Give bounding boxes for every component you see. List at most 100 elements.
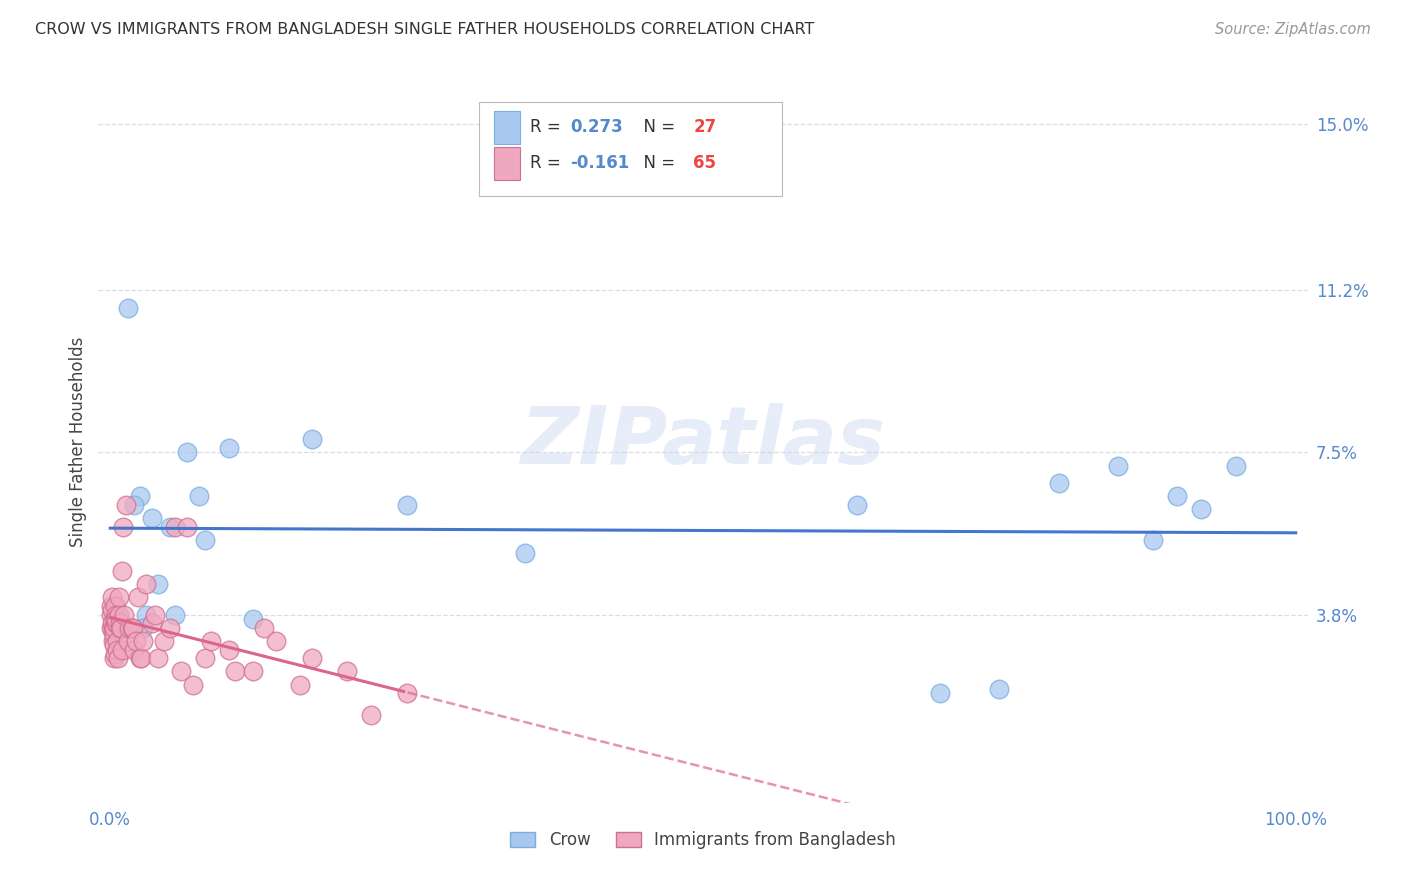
Point	[103, 621, 125, 635]
Point	[1189, 502, 1212, 516]
FancyBboxPatch shape	[494, 111, 520, 144]
Point	[129, 651, 152, 665]
Point	[165, 607, 187, 622]
Point	[253, 621, 276, 635]
Point	[107, 651, 129, 665]
Point	[104, 607, 127, 622]
Point	[100, 599, 122, 613]
Point	[159, 520, 181, 534]
Point	[336, 665, 359, 679]
Point	[104, 599, 127, 613]
Point	[105, 612, 128, 626]
Point	[146, 577, 169, 591]
Y-axis label: Single Father Households: Single Father Households	[69, 336, 87, 547]
Point	[127, 590, 149, 604]
Point	[105, 633, 128, 648]
Point	[129, 489, 152, 503]
Point	[135, 577, 157, 591]
Point	[288, 677, 311, 691]
Point	[395, 498, 418, 512]
Point	[122, 642, 145, 657]
Point	[104, 612, 127, 626]
Point	[101, 621, 124, 635]
Point	[100, 607, 122, 622]
Point	[122, 498, 145, 512]
Point	[224, 665, 246, 679]
Point	[176, 445, 198, 459]
Point	[101, 590, 124, 604]
Text: CROW VS IMMIGRANTS FROM BANGLADESH SINGLE FATHER HOUSEHOLDS CORRELATION CHART: CROW VS IMMIGRANTS FROM BANGLADESH SINGL…	[35, 22, 814, 37]
Point	[104, 647, 127, 661]
Text: R =: R =	[530, 154, 567, 172]
Point	[846, 498, 869, 512]
FancyBboxPatch shape	[494, 147, 520, 179]
Point	[242, 612, 264, 626]
Point	[118, 621, 141, 635]
Point	[105, 616, 128, 631]
Text: R =: R =	[530, 119, 567, 136]
Point	[101, 625, 124, 640]
Point	[103, 629, 125, 643]
Point	[1107, 458, 1129, 473]
Point	[101, 616, 124, 631]
Point	[188, 489, 211, 503]
Point	[114, 498, 136, 512]
Point	[117, 633, 139, 648]
Point	[165, 520, 187, 534]
Point	[301, 651, 323, 665]
Point	[194, 533, 217, 547]
Point	[105, 599, 128, 613]
Point	[360, 708, 382, 723]
Point	[121, 621, 143, 635]
Text: 65: 65	[693, 154, 716, 172]
Point	[200, 633, 222, 648]
Text: ZIPatlas: ZIPatlas	[520, 402, 886, 481]
Point	[129, 651, 152, 665]
Point	[218, 441, 240, 455]
Text: Source: ZipAtlas.com: Source: ZipAtlas.com	[1215, 22, 1371, 37]
Text: 27: 27	[693, 119, 717, 136]
FancyBboxPatch shape	[479, 102, 782, 196]
Point	[242, 665, 264, 679]
Point	[141, 616, 163, 631]
Point	[112, 520, 135, 534]
Text: N =: N =	[633, 154, 681, 172]
Point	[114, 607, 136, 622]
Point	[515, 546, 537, 560]
Point	[194, 651, 217, 665]
Point	[103, 633, 125, 648]
Point	[105, 642, 128, 657]
Point	[110, 642, 132, 657]
Point	[1225, 458, 1247, 473]
Point	[1047, 476, 1070, 491]
Point	[176, 520, 198, 534]
Point	[395, 686, 418, 700]
Point	[125, 633, 148, 648]
Point	[110, 621, 132, 635]
Point	[301, 433, 323, 447]
Point	[108, 590, 131, 604]
Text: 0.273: 0.273	[569, 119, 623, 136]
Point	[117, 301, 139, 315]
Point	[100, 603, 122, 617]
Point	[146, 651, 169, 665]
Point	[103, 651, 125, 665]
Point	[110, 621, 132, 635]
Point	[141, 511, 163, 525]
Point	[143, 607, 166, 622]
Text: -0.161: -0.161	[569, 154, 630, 172]
Point	[135, 607, 157, 622]
Point	[181, 677, 204, 691]
Legend: Crow, Immigrants from Bangladesh: Crow, Immigrants from Bangladesh	[503, 824, 903, 856]
Point	[218, 642, 240, 657]
Point	[107, 607, 129, 622]
Point	[100, 621, 122, 635]
Point	[929, 686, 952, 700]
Text: N =: N =	[633, 119, 681, 136]
Point	[108, 616, 131, 631]
Point	[104, 616, 127, 631]
Point	[159, 621, 181, 635]
Point	[111, 564, 134, 578]
Point	[103, 638, 125, 652]
Point	[988, 681, 1011, 696]
